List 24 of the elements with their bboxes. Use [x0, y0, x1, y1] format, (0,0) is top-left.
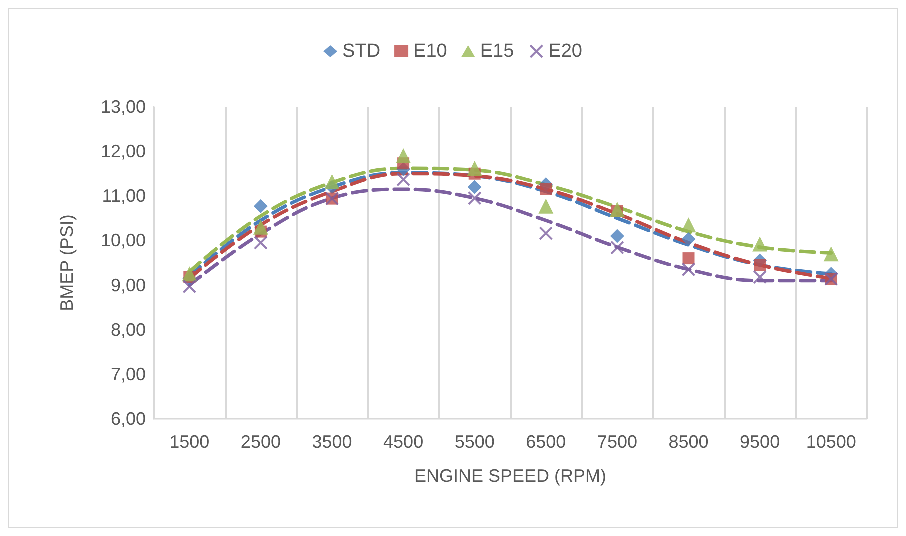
y-tick-label: 7,00	[110, 364, 146, 384]
x-tick-label: 4500	[384, 432, 424, 452]
legend-label: STD	[342, 41, 381, 62]
x-tick-label: 2500	[240, 432, 281, 452]
y-tick-label: 6,00	[110, 409, 146, 429]
x-tick-label: 6500	[526, 432, 566, 452]
x-axis-title: ENGINE SPEED (RPM)	[414, 466, 607, 486]
x-tick-label: 1500	[170, 432, 210, 452]
x-tick-label: 9500	[740, 432, 780, 452]
legend-label: E15	[480, 41, 514, 62]
y-tick-label: 9,00	[110, 275, 146, 296]
legend-label: E20	[548, 41, 582, 62]
y-tick-label: 8,00	[110, 320, 146, 340]
y-tick-label: 12,00	[100, 142, 146, 162]
x-tick-label: 10500	[806, 432, 856, 452]
y-axis-title: BMEP (PSI)	[57, 214, 77, 312]
y-tick-label: 11,00	[102, 186, 146, 206]
x-tick-label: 5500	[454, 432, 495, 452]
legend-label: E10	[414, 41, 448, 62]
y-tick-label: 10,00	[100, 230, 146, 251]
y-tick-label: 13,00	[100, 97, 146, 117]
x-tick-label: 8500	[668, 432, 709, 452]
x-tick-label: 7500	[597, 432, 638, 452]
x-tick-label: 3500	[312, 432, 352, 452]
